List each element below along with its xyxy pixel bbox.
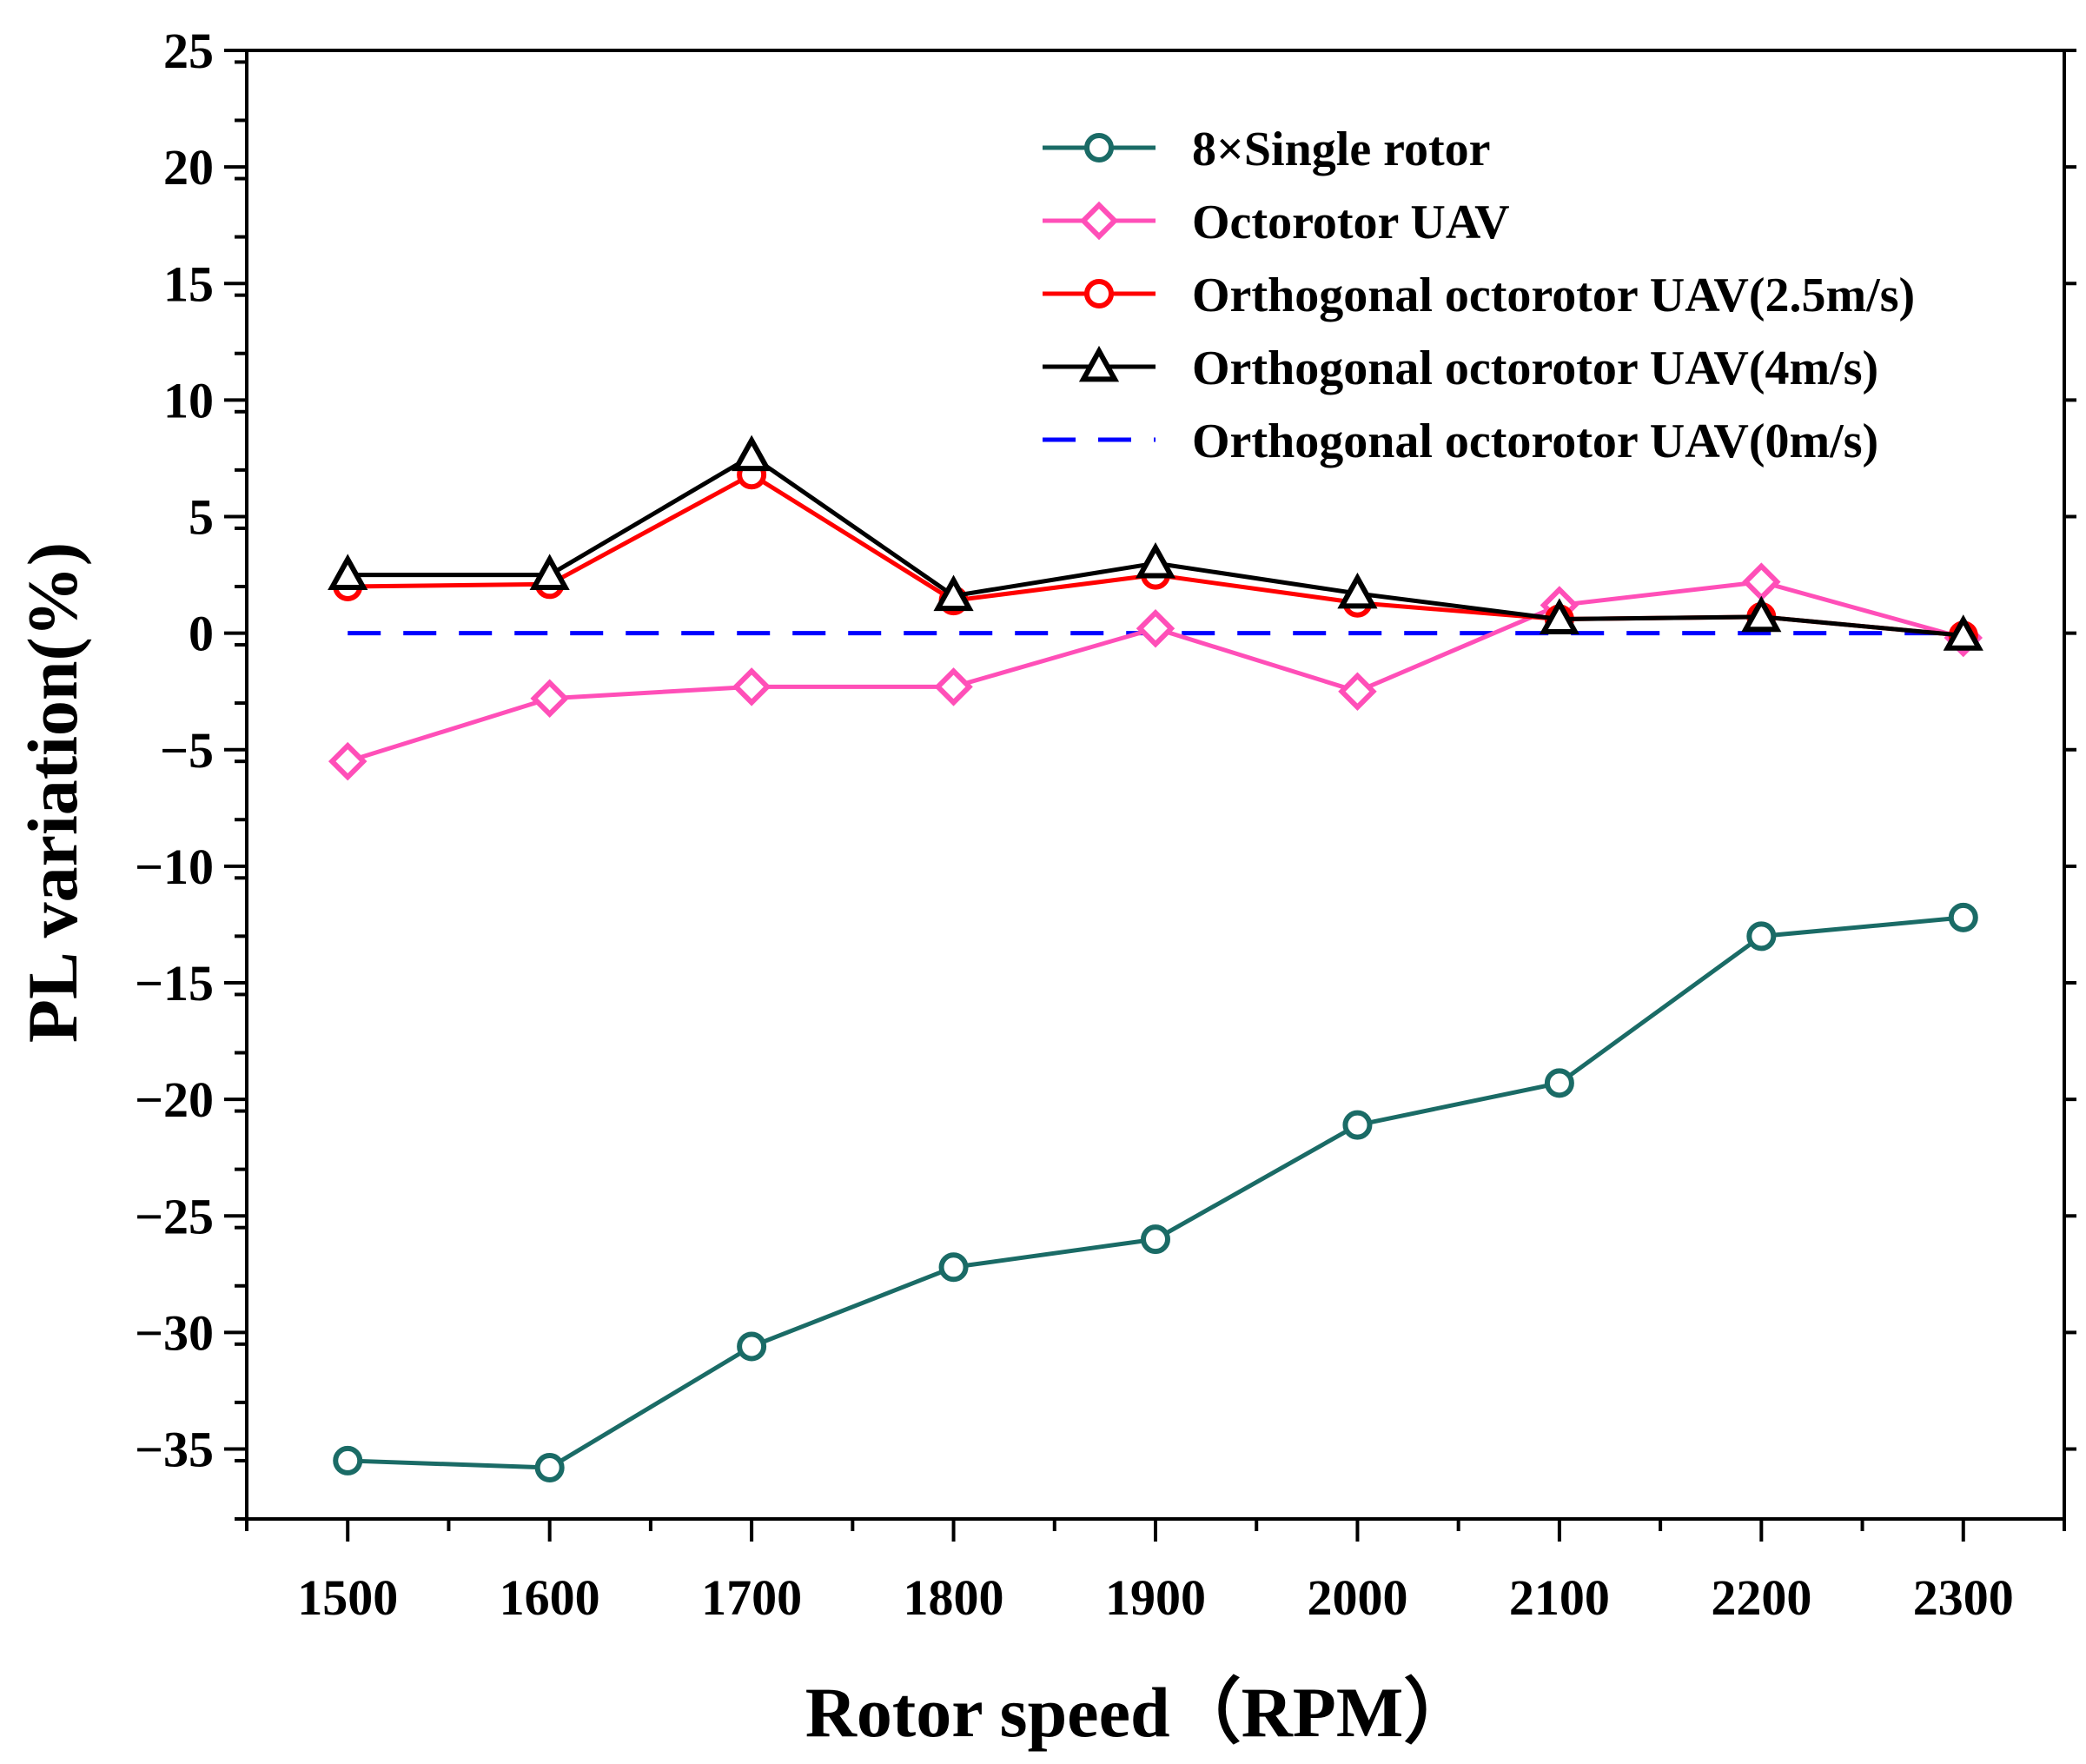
data-point — [328, 741, 368, 781]
series-line — [348, 915, 1964, 1470]
x-axis-title: Rotor speed（RPM） — [805, 1673, 1475, 1752]
data-point — [1337, 572, 1378, 609]
legend-entry: Orthogonal octorotor UAV(4m/s) — [1043, 342, 1878, 395]
data-point — [1544, 1068, 1574, 1098]
series-3 — [328, 434, 1983, 651]
legend-marker — [1084, 279, 1114, 308]
y-tick-label: −20 — [135, 1071, 214, 1128]
data-point — [1539, 598, 1579, 634]
y-tick-label: −35 — [135, 1422, 214, 1478]
legend-label: Orthogonal octorotor UAV(2.5m/s) — [1192, 269, 1915, 322]
series-0 — [333, 902, 1978, 1482]
y-tick-label: −10 — [135, 839, 214, 895]
data-point — [534, 1452, 565, 1482]
legend-label: Orthogonal octorotor UAV(0m/s) — [1192, 414, 1878, 468]
x-tick-label: 2300 — [1913, 1569, 2014, 1626]
data-point — [1948, 902, 1978, 932]
data-point — [529, 554, 570, 590]
data-point — [1141, 1224, 1170, 1255]
data-point — [1135, 541, 1176, 579]
data-point — [333, 1445, 363, 1476]
x-tick-label: 1900 — [1105, 1569, 1206, 1626]
y-tick-label: −25 — [135, 1188, 214, 1244]
legend-marker — [1084, 133, 1114, 162]
y-tick-label: 25 — [163, 23, 214, 79]
data-point — [938, 1252, 969, 1283]
data-point — [933, 574, 974, 612]
legend-marker — [1078, 345, 1120, 382]
legend-marker — [1079, 201, 1119, 241]
data-point — [934, 667, 973, 706]
x-tick-label: 1500 — [297, 1569, 398, 1626]
x-tick-label: 2200 — [1711, 1569, 1811, 1626]
x-tick-label: 2000 — [1307, 1569, 1407, 1626]
legend-label: Octorotor UAV — [1192, 196, 1510, 249]
x-tick-label: 1600 — [500, 1569, 600, 1626]
legend: 8×Single rotor Octorotor UAV Orthogonal oc… — [1043, 123, 1915, 468]
series-line — [347, 580, 1964, 764]
axes: 25 20 15 10 5 0 −5 −10 −15 −20 −25 −30 −35 1500 1600 17… — [135, 23, 2076, 1626]
series-group — [328, 434, 1983, 1482]
data-point — [737, 1331, 767, 1362]
y-tick-label: −5 — [160, 722, 214, 779]
legend-entry: Orthogonal octorotor UAV(0m/s) — [1043, 414, 1878, 468]
data-point — [1742, 562, 1781, 601]
data-point — [1943, 614, 1983, 651]
y-tick-label: −30 — [135, 1304, 214, 1361]
y-axis-title: PL variation(%) — [13, 542, 92, 1043]
legend-label: 8×Single rotor — [1192, 123, 1491, 176]
y-tick-label: 5 — [189, 489, 214, 546]
legend-label: Orthogonal octorotor UAV(4m/s) — [1192, 342, 1878, 395]
data-point — [1338, 672, 1377, 711]
legend-entry: Octorotor UAV — [1043, 196, 1510, 249]
x-tick-label: 1800 — [904, 1569, 1004, 1626]
data-point — [530, 679, 569, 718]
legend-entry: 8×Single rotor — [1043, 123, 1491, 176]
x-tick-label: 1700 — [701, 1569, 802, 1626]
series-1 — [328, 562, 1983, 781]
data-point — [1342, 1110, 1373, 1140]
data-point — [1741, 595, 1782, 633]
y-tick-label: 0 — [189, 606, 214, 662]
data-point — [1746, 921, 1777, 952]
x-tick-label: 2100 — [1509, 1569, 1610, 1626]
data-point — [732, 434, 772, 472]
legend-entry: Orthogonal octorotor UAV(2.5m/s) — [1043, 269, 1915, 322]
y-tick-label: 20 — [163, 139, 214, 196]
data-point — [732, 667, 771, 706]
data-point — [328, 554, 368, 590]
y-tick-label: 15 — [163, 255, 214, 312]
data-point — [1136, 609, 1175, 648]
y-tick-label: 10 — [163, 372, 214, 428]
y-tick-label: −15 — [135, 955, 214, 1011]
